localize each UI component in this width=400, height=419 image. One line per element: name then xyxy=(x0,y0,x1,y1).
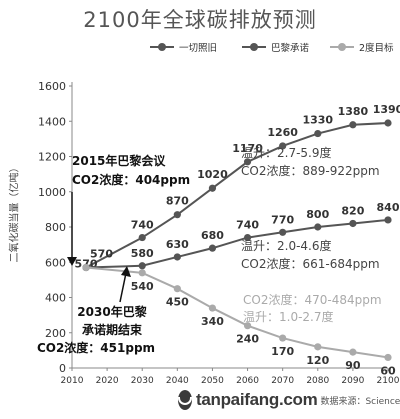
data-point xyxy=(314,129,322,138)
data-label: 340 xyxy=(201,315,224,328)
data-label: 120 xyxy=(306,354,329,367)
annotation-2030-arrow xyxy=(119,272,127,303)
x-tick-label: 2100 xyxy=(377,376,400,386)
x-tick-label: 2010 xyxy=(61,376,84,386)
data-label: 240 xyxy=(236,333,259,346)
data-point xyxy=(384,216,392,224)
legend-item-bau: 一切照旧 xyxy=(150,40,217,54)
data-point xyxy=(279,228,287,236)
watermark-logo-icon xyxy=(178,390,192,410)
annotation-2015-arrowhead xyxy=(67,257,77,266)
y-tick-label: 1600 xyxy=(38,80,66,93)
data-point xyxy=(173,253,181,261)
data-point xyxy=(243,322,252,330)
data-label: 170 xyxy=(271,345,294,358)
data-label: 60 xyxy=(380,364,396,377)
page-title: 2100年全球碳排放预测 xyxy=(83,8,317,32)
data-point xyxy=(138,233,146,242)
annotation-2015-title: 2015年巴黎会议 xyxy=(72,153,166,168)
y-tick-label: 400 xyxy=(45,292,66,305)
data-label: 820 xyxy=(341,204,364,217)
x-tick-label: 2050 xyxy=(201,376,224,386)
data-point xyxy=(384,353,392,362)
data-label: 1380 xyxy=(338,105,369,118)
data-label: 450 xyxy=(166,296,189,309)
data-point xyxy=(173,285,181,293)
data-label: 1390 xyxy=(373,103,400,116)
legend-item-paris: 巴黎承诺 xyxy=(242,40,309,54)
annotation-paris-temp: 温升：2.0-4.6度 xyxy=(241,238,332,253)
x-tick-label: 2060 xyxy=(236,376,259,386)
y-tick-label: 200 xyxy=(45,327,66,340)
data-label: 740 xyxy=(236,219,259,232)
legend-item-2deg: 2度目标 xyxy=(330,40,394,54)
y-tick-label: 600 xyxy=(45,256,66,269)
data-point xyxy=(208,304,217,312)
data-point xyxy=(384,119,392,127)
watermark-source: 数据来源：Science xyxy=(320,396,400,407)
data-label: 800 xyxy=(306,208,329,221)
data-label: 90 xyxy=(345,359,361,372)
data-label: 770 xyxy=(271,213,294,226)
data-point xyxy=(82,263,90,272)
data-point xyxy=(314,223,322,231)
data-point xyxy=(349,219,357,228)
data-point xyxy=(279,142,287,150)
annotation-2030-arrowhead xyxy=(121,266,131,277)
y-tick-label: 0 xyxy=(59,362,66,375)
y-tick-label: 800 xyxy=(45,221,66,234)
data-point xyxy=(208,184,217,192)
annotation-2030-subtitle: 承诺期结束 xyxy=(82,322,143,337)
data-label: 740 xyxy=(131,219,154,232)
data-label: 1260 xyxy=(267,126,298,139)
annotation-2030-co2: CO2浓度：451ppm xyxy=(37,340,155,355)
x-tick-label: 2080 xyxy=(306,376,329,386)
data-label: 680 xyxy=(201,229,224,242)
x-tick-label: 2090 xyxy=(341,376,364,386)
data-label: 630 xyxy=(166,238,189,251)
data-label: 570 xyxy=(90,248,113,261)
legend-marker-bau xyxy=(150,43,174,51)
data-label: 870 xyxy=(166,195,189,208)
x-tick-label: 2030 xyxy=(131,376,154,386)
data-label: 1170 xyxy=(232,142,263,155)
watermark-domain: tanpaifang.com xyxy=(196,390,318,409)
annotation-bau-co2: CO2浓度：889-922ppm xyxy=(241,163,380,178)
data-label: 840 xyxy=(377,201,400,214)
x-tick-label: 2020 xyxy=(96,376,119,386)
legend-marker-paris xyxy=(242,43,266,51)
data-label: 580 xyxy=(131,247,154,260)
legend-label-paris: 巴黎承诺 xyxy=(271,43,310,54)
x-tick-label: 2070 xyxy=(271,376,294,386)
legend-label-bau: 一切照旧 xyxy=(179,43,218,54)
data-point xyxy=(314,343,322,351)
data-label: 1330 xyxy=(302,114,333,127)
data-point xyxy=(243,233,252,242)
data-point xyxy=(138,269,146,277)
y-tick-label: 1400 xyxy=(38,115,66,128)
data-point xyxy=(138,262,146,270)
data-point xyxy=(208,244,217,252)
data-label: 540 xyxy=(131,280,154,293)
data-point xyxy=(349,121,357,129)
legend-label-2deg: 2度目标 xyxy=(359,43,394,54)
annotation-2015-co2: CO2浓度：404ppm xyxy=(72,172,190,187)
annotation-2deg-temp: 温升：1.0-2.7度 xyxy=(243,309,334,324)
annotation-2deg-co2: CO2浓度：470-484ppm xyxy=(243,292,382,307)
watermark: tanpaifang.com 数据来源：Science xyxy=(178,388,400,412)
x-tick-label: 2040 xyxy=(166,376,189,386)
data-point xyxy=(279,334,287,342)
legend-marker-2deg xyxy=(330,43,354,51)
data-point xyxy=(349,348,357,356)
annotation-paris-co2: CO2浓度：661-684ppm xyxy=(241,256,380,271)
annotation-bau-temp: 温升：2.7-5.9度 xyxy=(241,145,332,160)
data-label: 1020 xyxy=(197,168,228,181)
annotation-2030-title: 2030年巴黎 xyxy=(77,304,146,319)
y-tick-label: 1200 xyxy=(38,151,66,164)
data-point xyxy=(243,158,252,166)
y-tick-label: 1000 xyxy=(38,186,66,199)
data-point xyxy=(173,211,181,219)
